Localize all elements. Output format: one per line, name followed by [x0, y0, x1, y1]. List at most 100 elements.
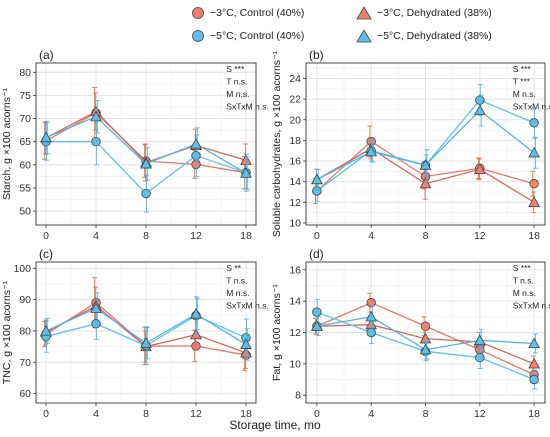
data-point	[529, 118, 539, 128]
data-point	[528, 146, 541, 158]
x-axis-label: Storage time, mo	[229, 418, 321, 432]
data-point	[473, 163, 486, 174]
legend-item-minus5-control: −5°C, Control (40%)	[191, 29, 304, 43]
data-point	[366, 298, 376, 308]
legend-item-minus5-dehydrated: −5°C, Dehydrated (38%)	[356, 29, 492, 43]
data-point	[312, 307, 322, 317]
data-point	[40, 131, 52, 143]
triangle-marker-icon	[356, 29, 372, 43]
y-tick-label: 16	[289, 156, 301, 168]
y-tick-label: 24	[289, 73, 301, 85]
panel-label: (a)	[39, 48, 54, 62]
y-tick-label: 60	[19, 388, 31, 400]
y-axis-label: Fat, g ×100 acorns⁻¹	[271, 284, 283, 381]
y-tick-label: 18	[289, 135, 301, 147]
chart-panel: 60 70 80 90 100 0 4 8 12 18 (c) TNC, g ×100 acorns⁻…	[1, 247, 269, 420]
y-tick-label: 22	[289, 94, 301, 106]
stat-annotation: SxTxM n.s.	[226, 102, 269, 112]
y-tick-label: 12	[289, 327, 301, 339]
x-tick-label: 18	[528, 408, 540, 420]
y-tick-label: 50	[19, 206, 31, 218]
data-point	[190, 307, 202, 319]
data-point	[366, 327, 376, 338]
y-tick-label: 65	[19, 136, 31, 148]
stat-annotation: T n.s.	[226, 276, 247, 286]
data-point	[419, 177, 432, 189]
y-axis-label: Starch, g ×100 acorns⁻¹	[1, 87, 13, 200]
x-tick-label: 0	[43, 230, 49, 242]
x-tick-label: 4	[93, 408, 99, 420]
series-minus5-dehydrated	[310, 94, 541, 191]
panel-label: (d)	[309, 247, 324, 261]
stat-annotation: M n.s.	[513, 288, 536, 298]
y-tick-label: 75	[19, 90, 31, 102]
data-point	[240, 338, 252, 349]
stat-annotation: M n.s.	[226, 89, 249, 99]
triangle-marker-icon	[356, 6, 372, 20]
y-tick-label: 12	[289, 197, 301, 209]
x-tick-label: 8	[143, 408, 149, 420]
legend-item-minus3-dehydrated: −3°C, Dehydrated (38%)	[356, 6, 492, 20]
data-point	[90, 302, 102, 313]
data-point	[475, 352, 485, 363]
x-tick-label: 4	[368, 408, 374, 420]
y-axis-label: Soluble carbohydrates, g ×100 acorns⁻¹	[271, 50, 283, 237]
y-tick-label: 14	[289, 176, 301, 188]
legend-label: −5°C, Control (40%)	[210, 30, 305, 42]
data-point	[310, 173, 323, 185]
x-tick-label: 4	[93, 230, 99, 242]
x-tick-label: 18	[240, 230, 252, 242]
stat-annotation: SxTxM n.s.	[513, 102, 550, 112]
y-tick-label: 100	[13, 263, 31, 275]
panel-label: (c)	[39, 247, 53, 261]
legend-label: −5°C, Dehydrated (38%)	[377, 30, 492, 42]
data-point	[528, 357, 541, 369]
data-point	[90, 110, 102, 122]
data-point	[528, 337, 541, 349]
data-point	[529, 374, 539, 385]
legend-label: −3°C, Dehydrated (38%)	[377, 7, 492, 19]
x-tick-label: 4	[368, 230, 374, 242]
stat-annotation: T n.s.	[513, 276, 534, 286]
circle-marker-icon	[192, 7, 204, 19]
stat-annotation: T n.s.	[226, 77, 247, 87]
data-point	[529, 179, 539, 189]
data-point	[528, 196, 541, 207]
stat-annotation: T ***	[513, 77, 531, 87]
x-tick-label: 8	[143, 230, 149, 242]
stat-annotation: S **	[226, 263, 241, 273]
y-tick-label: 16	[289, 264, 301, 276]
x-tick-label: 0	[314, 230, 320, 242]
y-tick-label: 80	[19, 325, 31, 337]
y-tick-label: 10	[289, 217, 301, 229]
x-tick-label: 8	[423, 408, 429, 420]
circle-marker-icon	[192, 30, 204, 42]
y-tick-label: 70	[19, 357, 31, 369]
x-tick-label: 12	[190, 230, 202, 242]
data-point	[191, 150, 201, 161]
stat-annotation: M n.s.	[513, 89, 536, 99]
y-tick-label: 90	[19, 294, 31, 306]
data-point	[240, 167, 252, 178]
panel-label: (b)	[309, 48, 324, 62]
data-point	[365, 145, 378, 157]
x-tick-label: 12	[474, 408, 486, 420]
data-point	[312, 186, 322, 196]
data-point	[141, 188, 151, 199]
data-point	[190, 137, 202, 149]
data-point	[91, 136, 101, 147]
data-point	[310, 320, 323, 331]
y-tick-label: 10	[289, 358, 301, 370]
legend: −3°C, Control (40%) −3°C, Dehydrated (38…	[0, 0, 550, 52]
data-point	[473, 104, 486, 116]
y-tick-label: 80	[19, 67, 31, 79]
y-tick-label: 8	[295, 390, 301, 402]
x-tick-label: 18	[240, 408, 252, 420]
y-tick-label: 20	[289, 114, 301, 126]
x-tick-label: 12	[190, 408, 202, 420]
data-point	[140, 157, 152, 169]
legend-label: −3°C, Control (40%)	[210, 7, 305, 19]
x-tick-label: 12	[474, 230, 486, 242]
y-tick-label: 60	[19, 159, 31, 171]
